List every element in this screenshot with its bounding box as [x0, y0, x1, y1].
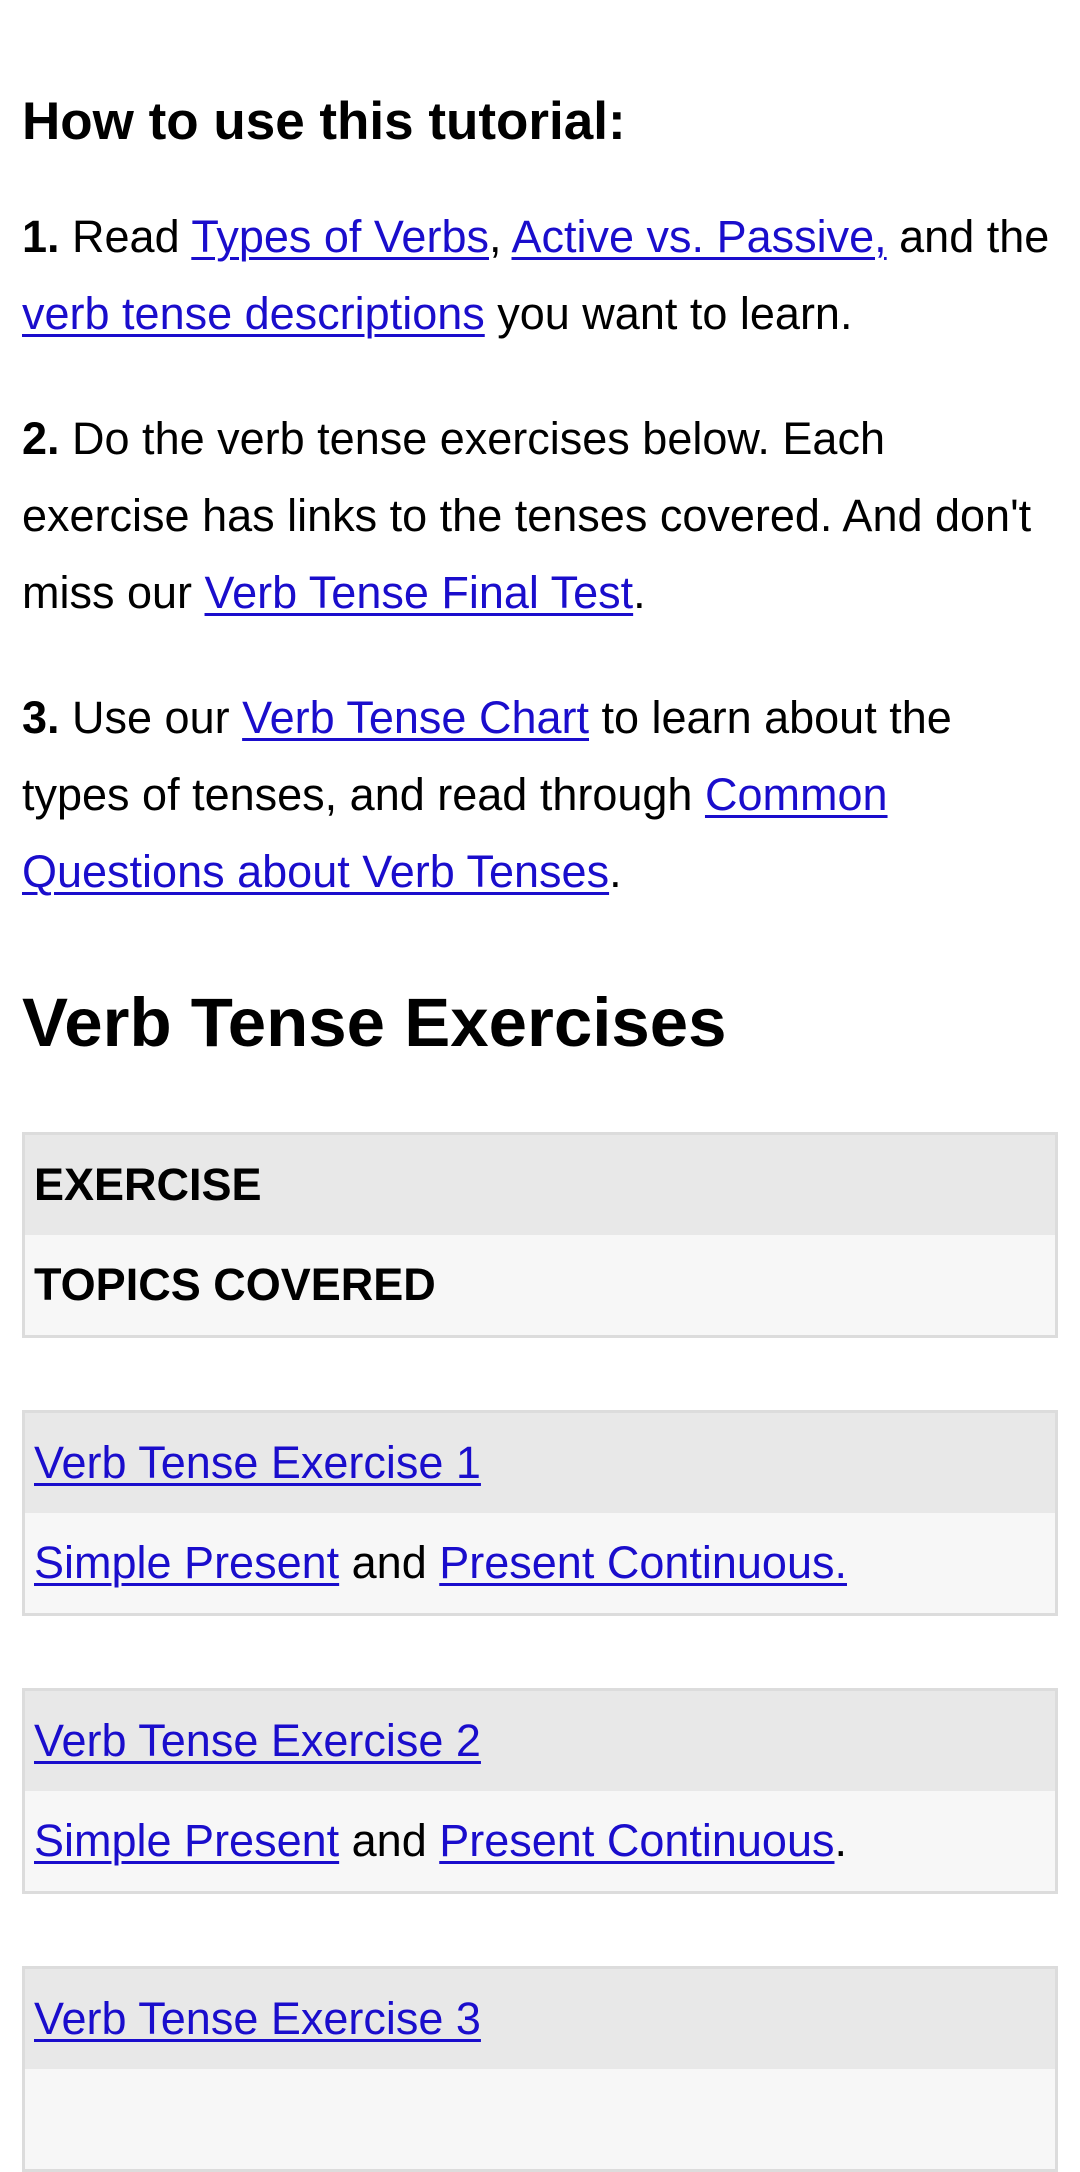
types-of-verbs-link[interactable]: Types of Verbs: [191, 211, 489, 262]
howto-heading: How to use this tutorial:: [22, 92, 626, 151]
step-text: Do the verb tense exercises below. Each …: [22, 413, 1032, 618]
exercise-3-topics: [23, 2069, 1057, 2171]
verb-tense-chart-link[interactable]: Verb Tense Chart: [242, 692, 589, 743]
step-text: .: [633, 567, 646, 618]
topic-tail: .: [834, 1815, 847, 1866]
topic-joiner: and: [339, 1815, 440, 1866]
exercise-2-link[interactable]: Verb Tense Exercise 2: [34, 1715, 481, 1766]
exercise-3-link[interactable]: Verb Tense Exercise 3: [34, 1993, 481, 2044]
exercise-row: Verb Tense Exercise 3: [22, 1966, 1058, 2172]
present-continuous-link[interactable]: Present Continuous: [439, 1815, 835, 1866]
simple-present-link[interactable]: Simple Present: [34, 1815, 340, 1866]
topics-column-header: TOPICS COVERED: [23, 1235, 1057, 1337]
exercise-1-link[interactable]: Verb Tense Exercise 1: [34, 1437, 481, 1488]
step-1: 1. Read Types of Verbs, Active vs. Passi…: [22, 198, 1058, 352]
exercise-row: Verb Tense Exercise 1 Simple Present and…: [22, 1410, 1058, 1616]
step-text: and the: [886, 211, 1050, 262]
active-vs-passive-link[interactable]: Active vs. Passive,: [511, 211, 887, 262]
step-3: 3. Use our Verb Tense Chart to learn abo…: [22, 679, 1058, 910]
step-text: .: [609, 846, 622, 897]
step-text: Read: [59, 211, 192, 262]
common-questions-link[interactable]: Common Questions about Verb Tenses: [22, 769, 888, 897]
table-header: EXERCISE TOPICS COVERED: [22, 1132, 1058, 1338]
step-text: ,: [488, 211, 512, 262]
step-text: Use our: [59, 692, 243, 743]
topic-joiner: and: [339, 1537, 440, 1588]
simple-present-link[interactable]: Simple Present: [34, 1537, 340, 1588]
section-title: Verb Tense Exercises: [22, 984, 727, 1061]
exercise-1-topics: Simple Present and Present Continuous.: [23, 1513, 1057, 1615]
final-test-link[interactable]: Verb Tense Final Test: [204, 567, 634, 618]
step-number: 3.: [22, 692, 60, 743]
verb-tense-descriptions-link[interactable]: verb tense descriptions: [22, 288, 485, 339]
step-number: 1.: [22, 211, 60, 262]
step-text: you want to learn.: [484, 288, 853, 339]
step-2: 2. Do the verb tense exercises below. Ea…: [22, 400, 1058, 631]
exercise-column-header: EXERCISE: [23, 1133, 1057, 1235]
step-text: to learn about the types of tenses, and …: [22, 692, 952, 820]
exercise-2-topics: Simple Present and Present Continuous.: [23, 1791, 1057, 1893]
present-continuous-link[interactable]: Present Continuous.: [439, 1537, 847, 1588]
exercise-row: Verb Tense Exercise 2 Simple Present and…: [22, 1688, 1058, 1894]
step-number: 2.: [22, 413, 60, 464]
